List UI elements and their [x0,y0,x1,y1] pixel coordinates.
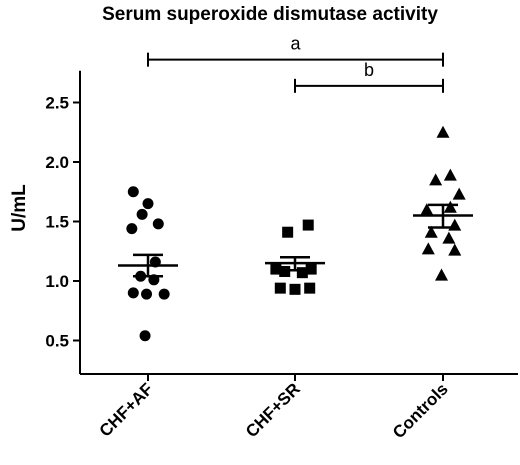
x-tick-label: CHF+SR [242,379,304,441]
comparison-label: b [364,60,374,80]
data-point-square [302,219,314,231]
data-point-triangle [421,242,435,255]
data-point-triangle [443,200,457,213]
data-point-circle [126,223,138,235]
data-point-circle [142,198,154,210]
data-point-square [305,263,317,275]
y-tick-label: 2.0 [45,153,69,172]
data-point-triangle [443,168,457,181]
data-point-triangle [436,125,450,138]
y-tick-label: 1.5 [45,213,69,232]
data-point-triangle [429,173,443,186]
data-point-circle [141,288,153,300]
y-tick-label: 1.0 [45,272,69,291]
data-point-triangle [448,243,462,256]
data-point-square [270,263,282,275]
x-tick-label: CHF+AF [96,379,157,440]
data-point-triangle [448,218,462,231]
data-point-triangle [424,225,438,238]
data-point-square [274,282,286,294]
data-point-circle [127,186,139,198]
data-point-triangle [435,268,449,281]
y-axis-label: U/mL [9,184,30,232]
data-point-square [304,282,316,294]
data-point-triangle [420,203,434,216]
data-point-circle [152,218,164,230]
chart-title: Serum superoxide dismutase activity [102,4,438,25]
x-tick-label: Controls [389,379,452,442]
data-point-square [282,226,294,238]
data-point-square [296,267,308,279]
data-point-circle [127,287,139,299]
data-point-triangle [442,231,456,244]
comparison-label: a [290,34,301,54]
data-point-circle [136,208,148,220]
data-point-triangle [452,187,466,200]
y-tick-label: 0.5 [45,332,69,351]
data-point-circle [158,288,170,300]
data-point-square [289,283,301,295]
y-tick-label: 2.5 [45,94,69,113]
data-point-circle [139,330,151,342]
plot-area: 0.5 1.0 1.5 2.0 2.5 CHF+AF CHF+SR Controls a b [45,34,518,442]
